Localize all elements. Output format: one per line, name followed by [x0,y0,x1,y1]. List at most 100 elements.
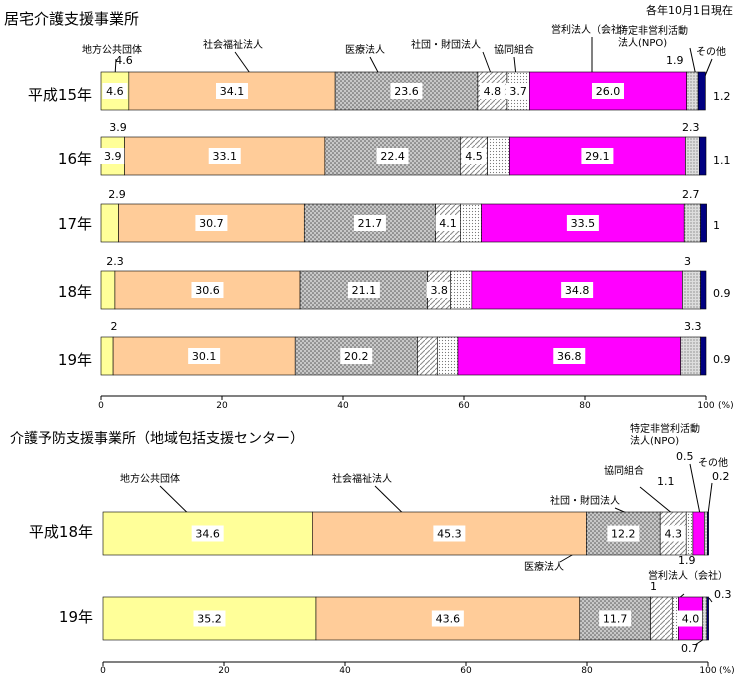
data-label: 34.8 [565,284,590,297]
c1-outside-value: 2 [111,320,118,333]
data-label: 33.1 [212,150,237,163]
data-label-bg [677,610,703,627]
c2-series-label: その他 [698,456,728,469]
c1-outside-value: 2.3 [682,121,700,134]
c2-unit-label: (%) [719,666,735,676]
data-label: 4.3 [664,528,682,541]
data-label: 21.7 [358,217,383,230]
c1-series-label: 特定非営利活動法人(NPO) [618,24,688,49]
data-label: 4.8 [484,85,502,98]
data-label: 4.5 [465,150,483,163]
c2-series-label: 特定非営利活動法人(NPO) [630,422,700,447]
c2-series-label: 地方公共団体 [120,472,180,485]
c2-series-label: 医療法人 [524,560,564,573]
bar-segment [699,136,707,176]
data-label-bg [599,610,632,627]
c1-outside-value: 2.7 [682,188,700,201]
c2-outside-value: 0.2 [712,470,730,483]
data-label-bg [353,215,386,231]
c2-outside-value: 1.1 [657,475,675,488]
data-label: 12.2 [611,528,636,541]
c1-outside-value: 1.2 [713,90,731,103]
bar-segment [685,136,700,176]
c1-x-tick-label: 40 [337,401,349,411]
c1-unit-label: (%) [718,401,734,411]
data-label: 20.2 [344,350,369,363]
data-label: 33.5 [571,217,596,230]
c2-series-label: 協同組合 [604,464,644,477]
data-label-bg [581,148,614,164]
data-label-bg [208,148,241,164]
data-label-bg [553,348,586,364]
c2-x-tick-label: 80 [581,666,593,676]
c1-outside-value: 0.9 [713,353,731,366]
data-label-bg [591,83,624,99]
data-label-bg [102,83,128,99]
data-label-bg [660,525,686,542]
c2-series-label: 社会福祉法人 [332,472,392,485]
data-label: 45.3 [437,528,462,541]
data-label-bg [390,83,423,99]
data-label: 23.6 [394,85,419,98]
data-label: 22.4 [380,150,405,163]
data-label-bg [505,83,531,99]
c2-category-label: 平成18年 [29,523,93,541]
bar-segment [686,71,699,111]
c1-outside-value: 0.9 [713,287,731,300]
c1-x-tick-label: 0 [98,401,104,411]
c2-outside-value: 1 [650,580,657,593]
chart1-title: 居宅介護支援事業所 [4,10,139,28]
data-label: 3.8 [430,284,448,297]
c1-outside-value: 3.9 [109,121,127,134]
data-label-bg [191,525,224,542]
data-label-bg [435,215,461,231]
bar-segment [100,203,119,243]
c1-series-label: 社会福祉法人 [203,38,263,51]
bar-segment [437,336,459,376]
bar-segment [685,511,694,556]
bar-segment [682,270,701,310]
chart2-title: 介護予防支援事業所（地域包括支援センター） [10,431,304,447]
data-label-bg [376,148,409,164]
data-label-bg [193,610,226,627]
data-label: 30.7 [199,217,224,230]
bar-segment [100,336,114,376]
c1-series-label: 社団・財団法人 [411,38,481,51]
data-label-bg [340,348,373,364]
data-label: 29.1 [585,150,610,163]
data-label-bg [561,282,594,298]
c2-x-tick-label: 20 [218,666,230,676]
bar-segment [692,511,705,556]
c2-outside-value: 1.9 [678,554,696,567]
c1-series-label: 営利法人（会社） [551,23,631,36]
c1-series-label: その他 [696,45,726,58]
data-label: 30.1 [192,350,217,363]
c1-outside-value: 1 [713,219,720,232]
bar-segment [672,596,679,641]
c1-category-label: 17年 [58,215,92,233]
data-label: 30.6 [195,284,220,297]
c1-outside-value: 2.9 [108,188,126,201]
bar-segment [702,596,708,641]
c1-category-label: 16年 [58,150,92,168]
data-label: 4.1 [439,217,457,230]
c2-x-tick-label: 40 [339,666,351,676]
c1-x-tick-label: 20 [216,401,228,411]
c1-series-label: 協同組合 [494,43,534,56]
c1-category-label: 18年 [58,283,92,301]
bar-segment [487,136,510,176]
data-label: 26.0 [596,85,621,98]
data-label-bg [607,525,640,542]
c1-outside-value: 2.3 [106,255,124,268]
chart1-note: 各年10月1日現在 [646,3,733,17]
data-label: 3.9 [104,150,122,163]
data-label-bg [431,610,464,627]
bar-segment [707,511,709,556]
bar-segment [650,596,673,641]
data-label-bg [100,148,126,164]
data-label: 4.6 [106,85,124,98]
c2-series-label: 社団・財団法人 [550,494,620,507]
c1-outside-value: 3 [684,255,691,268]
c1-category-label: 平成15年 [28,86,92,104]
bar-segment [100,270,116,310]
